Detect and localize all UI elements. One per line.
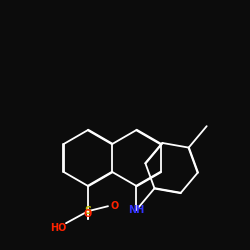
- Text: S: S: [84, 206, 91, 216]
- Text: O: O: [111, 201, 119, 211]
- Text: HO: HO: [50, 223, 66, 233]
- Text: O: O: [84, 209, 92, 219]
- Text: NH: NH: [128, 205, 144, 215]
